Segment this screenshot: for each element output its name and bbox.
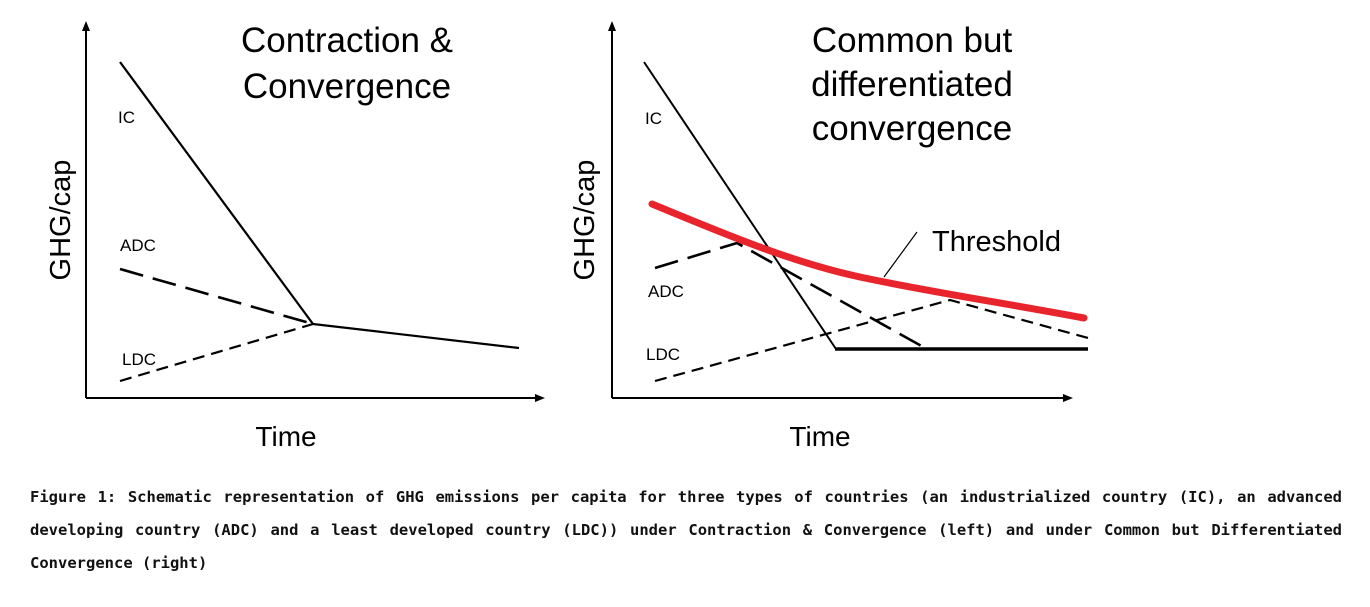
left-ic-label: IC (118, 108, 135, 127)
threshold-label: Threshold (932, 226, 1061, 258)
left-title-line-1: Contraction & (241, 21, 453, 60)
left-adc-curve (119, 267, 314, 326)
left-ic-curve (119, 61, 314, 325)
right-ic-curve (643, 61, 837, 350)
left-adc-label: ADC (120, 236, 156, 255)
right-ic-label: IC (645, 109, 662, 128)
right-y-axis-label: GHG/cap (569, 160, 601, 281)
threshold-curve (648, 200, 1088, 322)
left-x-axis-label: Time (255, 421, 316, 452)
left-title-line-2: Convergence (243, 67, 451, 106)
right-adc-label: ADC (648, 282, 684, 301)
figure-caption: Figure 1: Schematic representation of GH… (30, 488, 1342, 572)
right-title-line-2: differentiated (811, 65, 1013, 104)
threshold-leader-line (883, 231, 918, 278)
left-converged-curve (312, 322, 520, 350)
right-ldc-curve (654, 298, 1089, 383)
right-x-axis-label: Time (789, 421, 850, 452)
right-ldc-label: LDC (646, 345, 680, 364)
right-title-line-3: convergence (812, 109, 1012, 148)
figure: Contraction & Convergence GHG/cap Time I… (45, 21, 1089, 452)
left-y-axis-label: GHG/cap (45, 160, 77, 281)
right-title-line-1: Common but (812, 21, 1013, 60)
left-ldc-label: LDC (122, 350, 156, 369)
right-panel: Common but differentiated convergence GH… (569, 21, 1089, 452)
left-panel: Contraction & Convergence GHG/cap Time I… (45, 21, 545, 452)
right-adc-curve (654, 241, 926, 350)
left-ldc-curve (119, 322, 314, 383)
